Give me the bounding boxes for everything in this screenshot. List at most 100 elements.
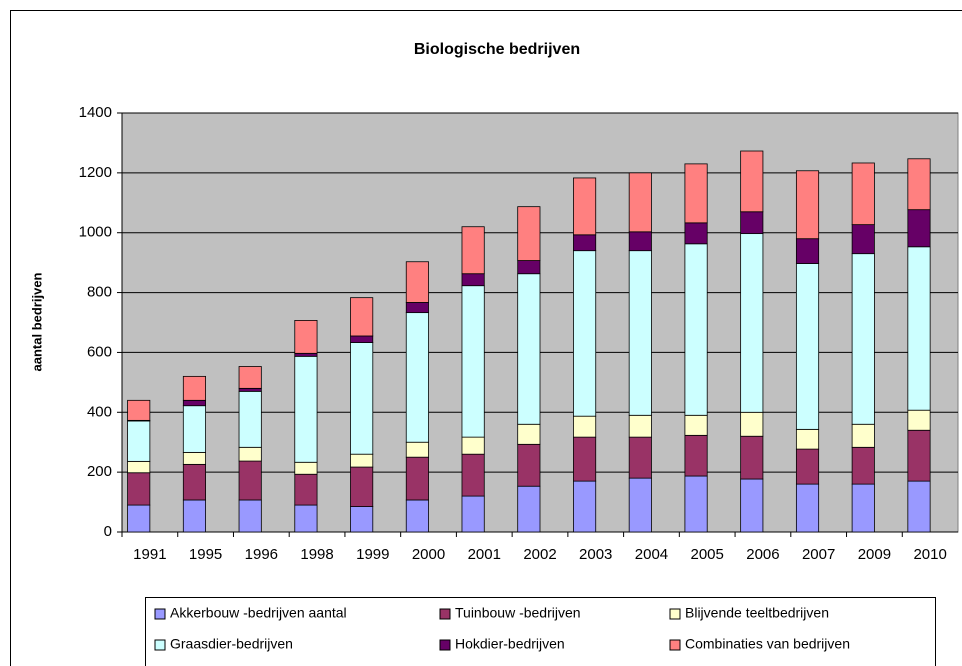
x-tick-label: 2005 [691,546,724,563]
legend-swatch [154,608,166,620]
legend-label: Graasdier-bedrijven [170,636,293,652]
x-tick-label: 2002 [523,546,556,563]
bar-segment [684,243,708,416]
chart-title: Biologische bedrijven [414,41,580,58]
x-tick-label: 1991 [133,546,166,563]
bar-segment [684,434,708,477]
y-tick-label: 600 [87,343,112,360]
bar-segment [628,172,652,233]
bar-segment [795,170,820,240]
bar-segment [405,312,429,443]
bar-segment [740,211,764,235]
x-tick-label: 2001 [468,546,501,563]
bar-segment [405,456,429,501]
bar-segment [350,506,374,533]
bar-segment [127,420,151,462]
legend-swatch [439,608,451,620]
legend-box [145,597,936,666]
y-tick-label: 1400 [79,104,112,121]
bar-segment [294,320,318,354]
bar-segment [851,224,875,255]
bar-segment [294,461,318,475]
x-tick-label: 2004 [635,546,668,563]
bar-segment [182,451,207,465]
x-tick-label: 1998 [300,546,333,563]
bar-segment [461,453,485,497]
bar-segment [795,483,820,533]
bar-segment [127,504,151,533]
x-tick-label: 2007 [802,546,835,563]
legend-swatch [154,639,166,651]
bar-segment [182,499,207,533]
bar-segment [182,463,207,501]
bar-segment [517,273,541,425]
bar-segment [350,342,374,455]
bar-segment [517,206,541,261]
bar-segment [851,423,875,448]
legend-swatch [669,639,681,651]
bar-segment [517,423,541,445]
bar-segment [294,352,318,357]
y-tick-label: 0 [104,523,112,540]
legend-swatch [669,608,681,620]
bar-segment [573,480,597,533]
bar-segment [573,250,597,417]
bar-segment [127,472,151,506]
bar-segment [795,428,820,450]
y-axis-label: aantal bedrijven [29,272,44,371]
bar-segment [795,238,820,264]
y-tick-label: 800 [87,284,112,301]
bar-segment [740,150,764,213]
bar-segment [684,222,708,245]
y-tick-label: 400 [87,403,112,420]
bar-segment [628,477,652,533]
x-tick-label: 1995 [189,546,222,563]
y-tick-label: 1200 [79,164,112,181]
bar-segment [461,285,485,438]
y-tick-label: 200 [87,463,112,480]
y-tick-label: 1000 [79,224,112,241]
bar-segment [182,399,207,407]
bar-segment [851,253,875,425]
bar-segment [740,435,764,480]
bar-segment [907,480,931,533]
bar-segment [907,158,931,211]
bar-segment [405,441,429,458]
bar-segment [907,246,931,411]
bar-segment [628,414,652,438]
bar-segment [517,260,541,275]
bar-segment [684,475,708,533]
bar-segment [851,483,875,533]
bar-segment [238,387,262,392]
bar-segment [684,163,708,224]
bar-segment [127,399,151,421]
x-tick-label: 2009 [858,546,891,563]
bar-segment [573,415,597,438]
legend-label: Blijvende teeltbedrijven [685,605,829,621]
bar-segment [294,473,318,506]
bar-segment [907,209,931,248]
x-tick-label: 2003 [579,546,612,563]
bar-segment [182,375,207,401]
legend-label: Combinaties van bedrijven [685,636,850,652]
bar-segment [182,405,207,453]
bar-segment [517,485,541,533]
bar-segment [684,414,708,436]
bar-segment [851,446,875,485]
bar-segment [294,504,318,533]
x-tick-label: 2006 [746,546,779,563]
bar-segment [461,273,485,287]
x-tick-label: 1996 [245,546,278,563]
bar-segment [238,366,262,389]
bar-segment [350,453,374,468]
bar-segment [238,460,262,501]
bar-segment [740,411,764,437]
x-tick-label: 2000 [412,546,445,563]
bar-segment [517,443,541,487]
bar-segment [350,335,374,343]
legend-label: Akkerbouw -bedrijven aantal [170,605,347,621]
bar-segment [795,448,820,485]
bar-segment [573,177,597,236]
